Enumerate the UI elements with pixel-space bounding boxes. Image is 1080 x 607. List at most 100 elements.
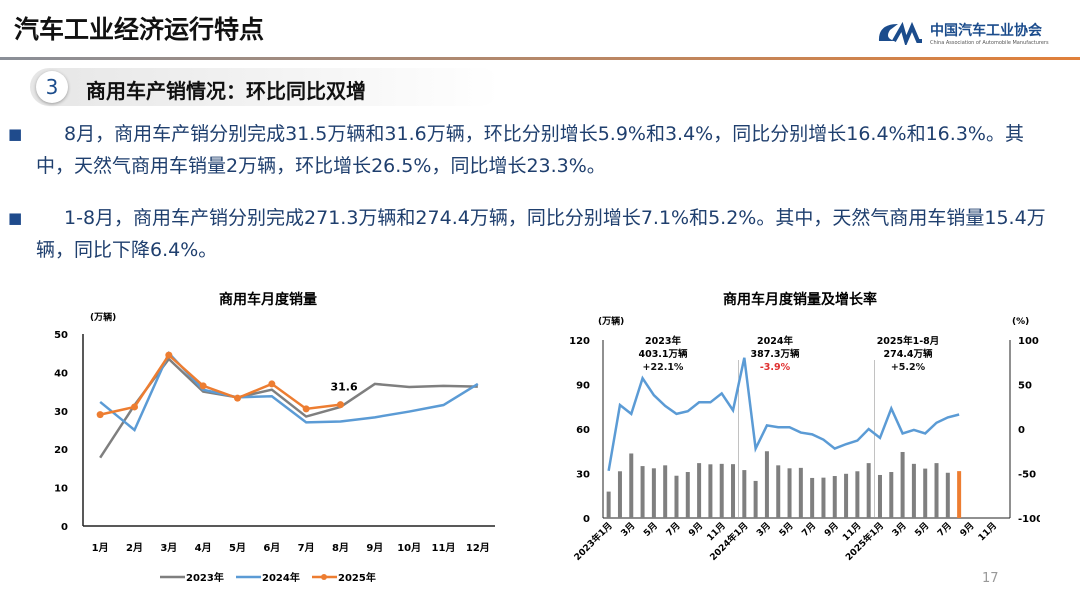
y-tick-right: -100 — [1018, 514, 1040, 525]
x-tick-label: 5月 — [641, 520, 660, 539]
annotation-change: -3.9% — [760, 362, 791, 373]
annotation-year: 2025年1-8月 — [877, 335, 940, 347]
sales-bar — [787, 468, 792, 518]
x-tick-label: 7月 — [664, 520, 683, 539]
series-line-2025年 — [99, 353, 341, 416]
annotation-year: 2024年 — [757, 335, 793, 347]
sales-bar — [708, 464, 713, 518]
sales-bar — [629, 453, 634, 518]
legend-label: 2024年 — [262, 571, 300, 584]
annotation-total: 403.1万辆 — [638, 348, 688, 360]
page-number: 17 — [982, 571, 999, 586]
sales-bar — [640, 466, 645, 518]
x-tick-label: 11月 — [432, 542, 456, 554]
sales-bar — [900, 451, 905, 518]
x-tick-label: 7月 — [800, 520, 819, 539]
y-tick-label: 30 — [54, 407, 68, 418]
series-line-2024年 — [99, 350, 479, 433]
sales-bar — [685, 472, 690, 518]
logo: 中国汽车工业协会 China Association of Automobile … — [876, 20, 1049, 46]
data-point — [268, 380, 276, 388]
x-tick-label: 9月 — [958, 520, 977, 539]
x-tick-label: 9月 — [822, 520, 841, 539]
annotation-total: 387.3万辆 — [750, 348, 800, 360]
bullet-text: 1-8月，商用车产销分别完成271.3万辆和274.4万辆，同比分别增长7.1%… — [36, 207, 1046, 261]
y-tick-label: 0 — [61, 522, 68, 533]
annotation-change: +22.1% — [643, 362, 684, 373]
logo-text: 中国汽车工业协会 — [930, 23, 1042, 39]
sales-bar — [798, 467, 803, 518]
bullet-2: ■ 1-8月，商用车产销分别完成271.3万辆和274.4万辆，同比分别增长7.1… — [8, 202, 1046, 266]
sales-bar — [663, 465, 668, 518]
data-point — [337, 401, 344, 409]
annotation-total: 274.4万辆 — [883, 348, 933, 360]
y-tick-left: 0 — [583, 514, 590, 525]
y-tick-left: 120 — [569, 336, 590, 347]
x-tick-label: 5月 — [229, 542, 246, 554]
legend-label: 2023年 — [186, 571, 224, 584]
x-tick-label: 7月 — [935, 520, 954, 539]
x-tick-label: 6月 — [263, 542, 280, 554]
sales-bar — [889, 472, 894, 518]
y-axis-left-label: (万辆) — [598, 315, 624, 327]
header-rule — [0, 57, 1080, 60]
y-tick-left: 60 — [576, 425, 590, 436]
monthly-sales-chart: 商用车月度销量 (万辆) 0 10 20 30 40 50 1月 2月 3月 4月 5月 6月 7月 8月… — [54, 291, 495, 584]
x-tick-label: 7月 — [298, 542, 315, 554]
y-tick-label: 50 — [54, 330, 68, 341]
y-tick-right: 0 — [1018, 425, 1025, 436]
sales-bar — [697, 463, 702, 518]
chart-title: 商用车月度销量及增长率 — [723, 291, 877, 308]
sales-bar — [776, 465, 781, 518]
y-axis-label: (万辆) — [90, 311, 116, 323]
annotation-year: 2023年 — [645, 335, 681, 347]
sales-bar — [923, 468, 928, 518]
annotation-change: +5.2% — [891, 362, 926, 373]
data-label: 31.6 — [331, 381, 358, 394]
legend-marker — [321, 574, 327, 580]
sales-bar — [651, 468, 656, 518]
x-tick-label: 8月 — [332, 542, 349, 554]
bullet-icon: ■ — [8, 125, 23, 143]
sales-growth-chart: 商用车月度销量及增长率 (万辆) (%) 0 30 60 90 120 -100 -50 0 5… — [569, 291, 1040, 563]
sales-bar — [742, 470, 747, 518]
x-tick-label: 5月 — [777, 520, 796, 539]
y-tick-right: 100 — [1018, 336, 1039, 347]
y-tick-left: 30 — [576, 470, 590, 481]
sales-bar — [617, 471, 622, 518]
x-tick-label: 3月 — [890, 520, 909, 539]
data-point — [302, 405, 310, 413]
x-tick-label: 11月 — [976, 520, 999, 543]
sales-bar — [719, 463, 724, 518]
sales-bar — [832, 476, 837, 518]
data-point — [199, 382, 207, 390]
y-tick-label: 20 — [54, 445, 68, 456]
sales-bar — [855, 471, 860, 518]
x-tick-label: 2023年1月 — [571, 520, 614, 563]
sales-bar — [877, 474, 882, 518]
growth-line — [607, 357, 960, 472]
y-tick-right: -50 — [1018, 470, 1036, 481]
sales-bar — [764, 451, 769, 518]
sales-bar — [957, 471, 962, 518]
sales-bar — [866, 463, 871, 518]
sales-bar — [810, 477, 815, 518]
sales-bar — [821, 477, 826, 518]
y-axis-right-label: (%) — [1012, 317, 1029, 327]
data-point — [131, 403, 138, 411]
x-tick-label: 3月 — [160, 542, 177, 554]
cam-logo-icon — [878, 21, 922, 45]
chart-title: 商用车月度销量 — [219, 291, 317, 308]
sales-bar — [731, 464, 736, 518]
x-tick-label: 1月 — [92, 542, 109, 554]
logo-subtext: China Association of Automobile Manufact… — [930, 40, 1049, 46]
sales-bar — [674, 475, 679, 518]
x-tick-label: 2月 — [126, 542, 143, 554]
y-tick-right: 50 — [1018, 381, 1032, 392]
x-tick-label: 12月 — [466, 542, 490, 554]
sales-bar — [934, 463, 939, 518]
sales-bar — [753, 480, 758, 518]
bullet-text: 8月，商用车产销分别完成31.5万辆和31.6万辆，环比分别增长5.9%和3.4… — [36, 123, 1024, 177]
y-tick-label: 40 — [54, 368, 68, 379]
sales-bar — [911, 463, 916, 518]
